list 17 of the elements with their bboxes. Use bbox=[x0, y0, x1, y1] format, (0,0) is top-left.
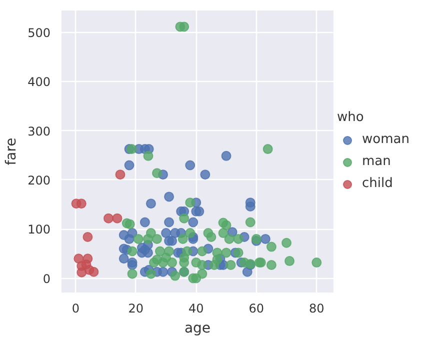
legend-title: who bbox=[337, 110, 365, 124]
y-axis-title: fare bbox=[4, 138, 20, 166]
legend-label: woman bbox=[362, 132, 410, 147]
y-tick-label: 0 bbox=[42, 272, 51, 286]
y-tick-label: 300 bbox=[28, 124, 50, 138]
x-tick-label: 0 bbox=[72, 302, 80, 316]
x-axis-title: age bbox=[184, 320, 211, 336]
x-tick-label: 20 bbox=[128, 302, 144, 316]
x-tick-label: 60 bbox=[248, 302, 264, 316]
y-tick-label: 100 bbox=[28, 222, 50, 237]
legend-label: man bbox=[362, 154, 391, 169]
legend-label: child bbox=[362, 176, 393, 191]
y-tick-label: 500 bbox=[28, 26, 50, 40]
y-tick-label: 200 bbox=[28, 173, 50, 188]
x-tick-label: 80 bbox=[308, 302, 324, 316]
x-tick-label: 40 bbox=[188, 302, 204, 316]
y-tick-label: 400 bbox=[28, 75, 50, 90]
